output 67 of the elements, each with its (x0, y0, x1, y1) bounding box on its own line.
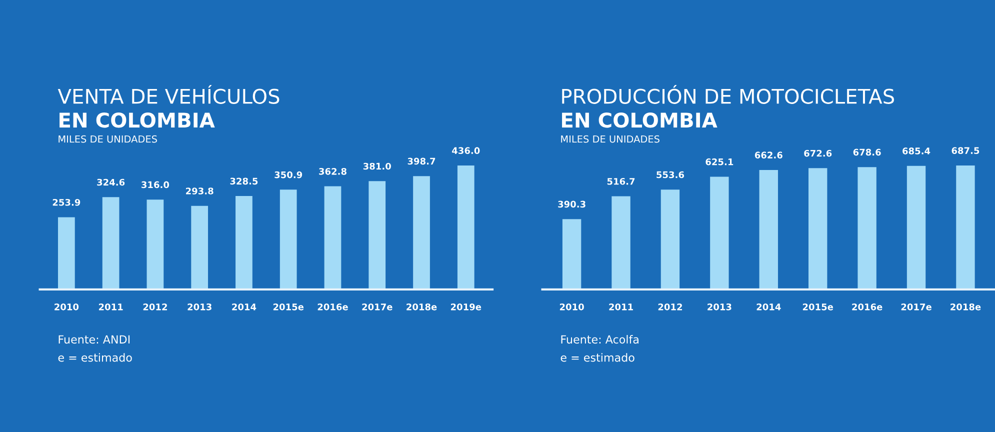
x-tick-label: 2019e (450, 303, 482, 310)
bar (58, 217, 75, 290)
bar (457, 165, 474, 290)
data-label: 316.0 (142, 181, 170, 188)
x-tick-label: 2016e (852, 303, 882, 310)
source-note: Fuente: ANDI (58, 335, 130, 344)
x-tick-label: 2010 (560, 303, 584, 310)
bar (906, 166, 926, 290)
data-label: 350.9 (274, 171, 302, 178)
data-label: 328.5 (230, 178, 258, 185)
bar (324, 186, 342, 290)
bar (660, 190, 680, 290)
bar (102, 197, 120, 290)
x-tick-label: 2015e (802, 303, 834, 310)
x-tick-label: 2012 (658, 303, 682, 310)
y-axis-title: MILES DE UNIDADES (58, 135, 157, 143)
data-label: 516.7 (607, 178, 635, 185)
data-label: 553.6 (656, 171, 684, 178)
x-tick-label: 2017e (362, 303, 392, 310)
y-axis-title: MILES DE UNIDADES (561, 135, 660, 143)
data-label: 390.3 (558, 200, 586, 208)
chart-subtitle: EN COLOMBIA (60, 112, 215, 128)
bar (236, 196, 252, 290)
data-label: 672.6 (804, 150, 832, 157)
bar (368, 181, 386, 290)
bar (808, 168, 828, 290)
x-tick-label: 2016e (318, 303, 348, 310)
x-tick-label: 2011 (609, 303, 633, 310)
data-label: 685.4 (902, 148, 930, 154)
x-tick-label: 2018e (950, 303, 981, 310)
bar (562, 219, 582, 290)
x-tick-label: 2012 (143, 303, 167, 310)
data-label: 436.0 (452, 147, 480, 154)
x-tick-label: 2010 (54, 303, 79, 310)
data-label: 362.8 (319, 168, 346, 175)
bar (146, 200, 164, 290)
x-tick-label: 2017e (901, 303, 932, 310)
bar (858, 167, 876, 290)
x-tick-label: 2013 (188, 303, 212, 310)
x-tick-label: 2013 (708, 303, 732, 310)
data-label: 662.6 (754, 152, 782, 158)
data-label: 381.0 (363, 162, 391, 170)
bar (413, 176, 430, 290)
data-label: 293.8 (186, 188, 214, 194)
bar (191, 206, 208, 290)
chart-title: PRODUCCIÓN DE MOTOCICLETAS (562, 85, 894, 104)
data-label: 398.7 (408, 158, 436, 165)
bar (956, 165, 975, 290)
bar (280, 190, 297, 290)
bar (759, 170, 778, 290)
text: e = estimado (560, 353, 634, 362)
x-tick-label: 2018e (406, 303, 437, 310)
chart-title: VENTA DE VEHÍCULOS (58, 85, 280, 104)
data-label: 678.6 (853, 148, 881, 156)
source-note: Fuente: Acolfa (561, 334, 638, 344)
x-tick-label: 2011 (98, 303, 123, 310)
bar (710, 176, 729, 290)
data-label: 324.6 (97, 178, 125, 186)
x-tick-label: 2014 (232, 303, 256, 310)
bar (612, 196, 630, 290)
chart-subtitle: EN COLOMBIA (562, 112, 718, 128)
data-label: 625.1 (706, 158, 734, 166)
x-tick-label: 2014 (756, 303, 781, 310)
x-tick-label: 2015e (273, 303, 304, 310)
data-label: 253.9 (52, 198, 80, 206)
text: e = estimado (58, 353, 132, 362)
data-label: 687.5 (952, 147, 980, 154)
